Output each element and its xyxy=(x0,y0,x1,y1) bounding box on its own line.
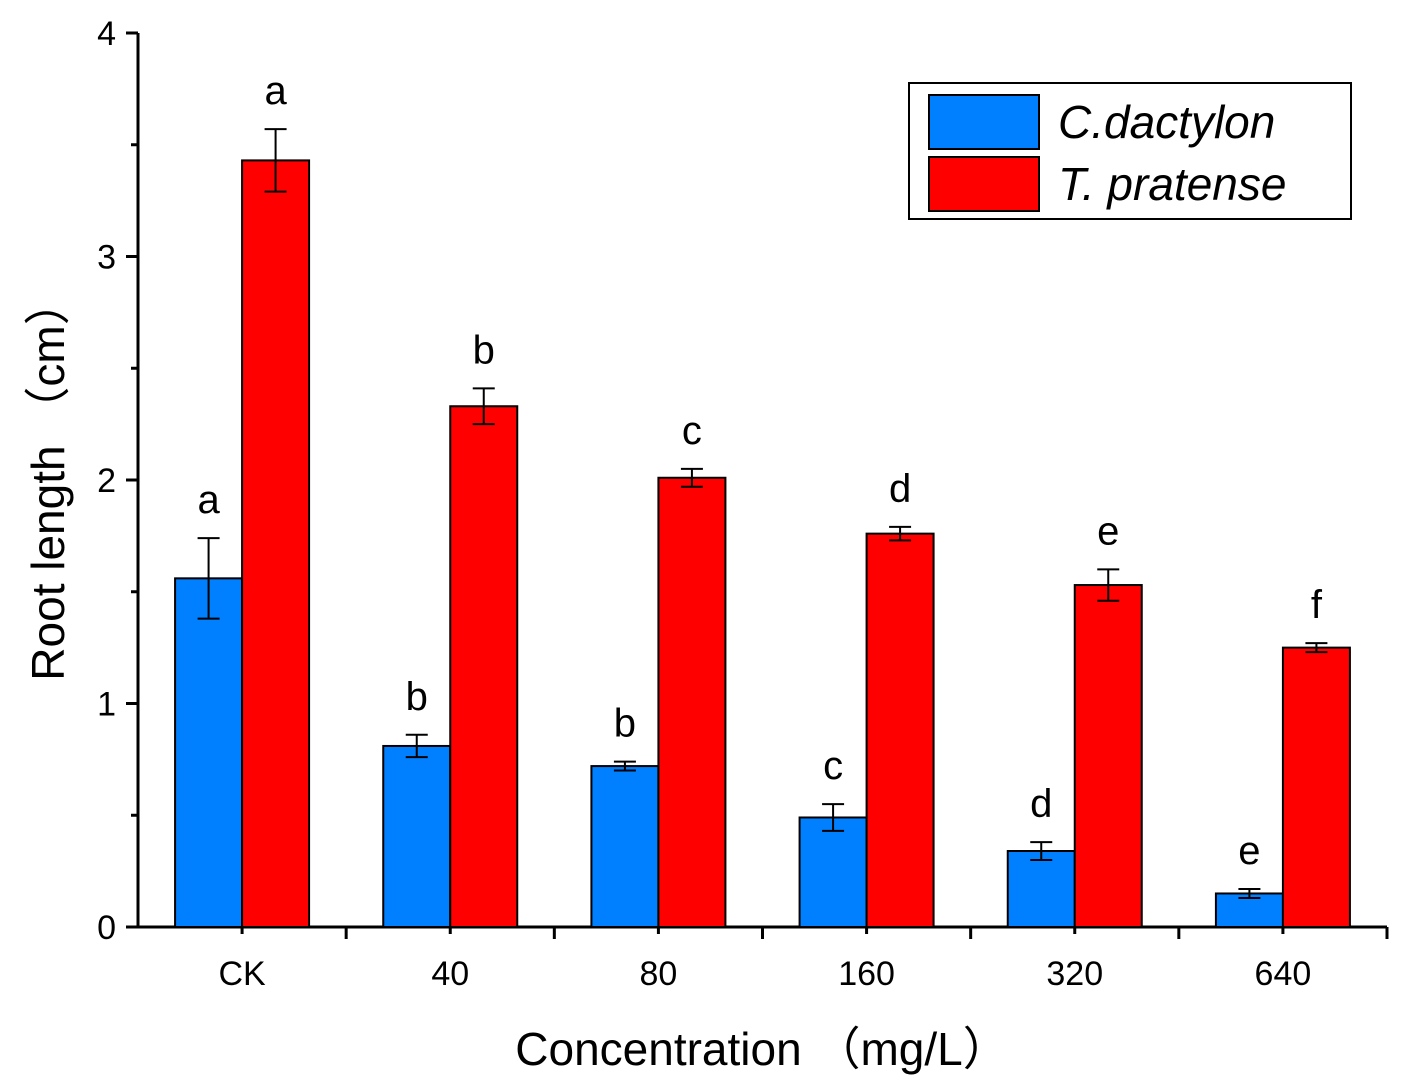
y-tick-label: 0 xyxy=(97,909,116,947)
bar-t-pratense xyxy=(1073,584,1143,928)
significance-label: b xyxy=(406,675,428,719)
significance-label: a xyxy=(264,69,287,113)
significance-label: e xyxy=(1097,509,1119,553)
significance-label: b xyxy=(473,328,495,372)
x-axis-title: Concentration （mg/L） xyxy=(515,1023,1008,1075)
legend-swatch-t-pratense xyxy=(928,156,1040,212)
y-axis-title: Root length （cm） xyxy=(22,279,74,680)
bar-c-dactylon xyxy=(798,816,868,928)
x-tick-label: 40 xyxy=(431,955,469,993)
x-tick-label: 320 xyxy=(1046,955,1103,993)
significance-label: e xyxy=(1238,829,1260,873)
legend-swatch-c-dactylon xyxy=(928,94,1040,150)
x-tick-label: 160 xyxy=(838,955,895,993)
bar-c-dactylon xyxy=(590,765,660,929)
significance-label: c xyxy=(823,744,843,788)
axes: 0 1 2 3 4 xyxy=(97,15,1389,947)
x-tick-label: 640 xyxy=(1255,955,1312,993)
bar-t-pratense xyxy=(865,532,935,928)
bar-c-dactylon xyxy=(382,744,452,929)
significance-label: a xyxy=(197,478,220,522)
x-tick-label: CK xyxy=(218,955,266,993)
y-tick-label: 1 xyxy=(97,686,116,724)
bar-c-dactylon xyxy=(1006,850,1076,929)
significance-label: d xyxy=(889,467,911,511)
significance-label: f xyxy=(1311,583,1323,627)
legend-label-t-pratense: T. pratense xyxy=(1058,158,1286,210)
bar-t-pratense xyxy=(449,405,519,928)
significance-label: b xyxy=(614,702,636,746)
y-tick-label: 2 xyxy=(97,462,116,500)
bar-t-pratense xyxy=(241,159,311,928)
labels: CKaa40bb80bc160cd320de640efConcentration… xyxy=(22,69,1323,1075)
bar-c-dactylon xyxy=(174,577,244,929)
significance-label: c xyxy=(682,409,702,453)
significance-label: d xyxy=(1030,782,1052,826)
y-tick-label: 3 xyxy=(97,239,116,277)
x-tick-label: 80 xyxy=(640,955,678,993)
bar-t-pratense xyxy=(1281,646,1351,928)
legend-label-c-dactylon: C.dactylon xyxy=(1058,96,1275,148)
bar-t-pratense xyxy=(657,476,727,928)
bars xyxy=(174,128,1351,929)
y-tick-label: 4 xyxy=(97,15,116,53)
legend: C.dactylon T. pratense xyxy=(908,82,1352,220)
